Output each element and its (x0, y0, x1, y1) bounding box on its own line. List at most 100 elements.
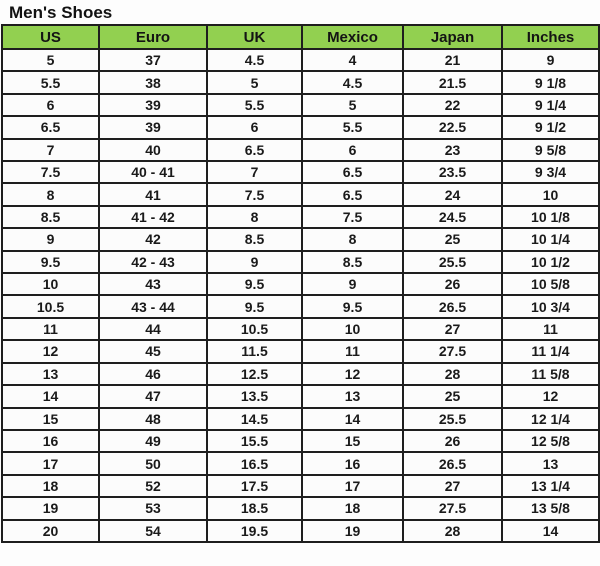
column-header-uk: UK (206, 24, 303, 50)
table-row: 15 48 14.5 14 25.5 12 1/4 (1, 406, 600, 431)
cell-euro: 44 (98, 316, 208, 342)
cell-euro: 53 (98, 496, 208, 521)
table-row: 5 37 4.5 4 21 9 (1, 47, 600, 73)
cell-inches: 10 5/8 (501, 272, 600, 297)
cell-uk: 8 (206, 204, 303, 230)
cell-euro: 37 (98, 47, 208, 73)
cell-euro: 41 (98, 182, 208, 207)
cell-euro: 42 - 43 (98, 249, 208, 275)
cell-uk: 10.5 (206, 316, 303, 342)
table-row: 9 42 8.5 8 25 10 1/4 (1, 227, 600, 252)
cell-inches: 13 1/4 (501, 473, 600, 499)
cell-uk: 8.5 (206, 227, 303, 252)
header-row: US Euro UK Mexico Japan Inches (1, 24, 600, 50)
cell-japan: 28 (402, 361, 503, 387)
cell-uk: 14.5 (206, 406, 303, 431)
cell-euro: 39 (98, 115, 208, 140)
cell-japan: 23 (402, 137, 503, 163)
table-row: 20 54 19.5 19 28 14 (1, 518, 600, 544)
cell-mexico: 14 (301, 406, 404, 431)
column-header-euro: Euro (98, 24, 208, 50)
table-row: 9.5 42 - 43 9 8.5 25.5 10 1/2 (1, 249, 600, 275)
cell-us: 8.5 (1, 204, 100, 230)
cell-mexico: 11 (301, 339, 404, 364)
table-row: 12 45 11.5 11 27.5 11 1/4 (1, 339, 600, 364)
table-row: 11 44 10.5 10 27 11 (1, 316, 600, 342)
cell-euro: 43 - 44 (98, 294, 208, 319)
table-row: 8 41 7.5 6.5 24 10 (1, 182, 600, 207)
cell-mexico: 4.5 (301, 70, 404, 95)
cell-euro: 39 (98, 92, 208, 118)
table-row: 7.5 40 - 41 7 6.5 23.5 9 3/4 (1, 160, 600, 185)
cell-mexico: 13 (301, 384, 404, 409)
cell-japan: 21.5 (402, 70, 503, 95)
cell-japan: 26.5 (402, 294, 503, 319)
cell-uk: 16.5 (206, 451, 303, 476)
cell-japan: 21 (402, 47, 503, 73)
cell-euro: 48 (98, 406, 208, 431)
cell-japan: 27 (402, 316, 503, 342)
cell-euro: 42 (98, 227, 208, 252)
table-row: 8.5 41 - 42 8 7.5 24.5 10 1/8 (1, 204, 600, 230)
cell-inches: 11 1/4 (501, 339, 600, 364)
cell-mexico: 12 (301, 361, 404, 387)
cell-mexico: 17 (301, 473, 404, 499)
cell-us: 6 (1, 92, 100, 118)
cell-euro: 38 (98, 70, 208, 95)
cell-us: 16 (1, 428, 100, 454)
cell-uk: 9.5 (206, 272, 303, 297)
cell-inches: 9 3/4 (501, 160, 600, 185)
cell-inches: 12 1/4 (501, 406, 600, 431)
cell-mexico: 10 (301, 316, 404, 342)
cell-mexico: 7.5 (301, 204, 404, 230)
cell-us: 11 (1, 316, 100, 342)
cell-euro: 40 - 41 (98, 160, 208, 185)
cell-mexico: 5.5 (301, 115, 404, 140)
cell-us: 7.5 (1, 160, 100, 185)
cell-japan: 25 (402, 227, 503, 252)
cell-uk: 6.5 (206, 137, 303, 163)
cell-us: 19 (1, 496, 100, 521)
cell-mexico: 18 (301, 496, 404, 521)
column-header-inches: Inches (501, 24, 600, 50)
cell-us: 14 (1, 384, 100, 409)
cell-mexico: 8.5 (301, 249, 404, 275)
cell-uk: 18.5 (206, 496, 303, 521)
table-row: 13 46 12.5 12 28 11 5/8 (1, 361, 600, 387)
cell-japan: 26 (402, 428, 503, 454)
cell-inches: 9 (501, 47, 600, 73)
cell-uk: 5.5 (206, 92, 303, 118)
cell-inches: 9 1/2 (501, 115, 600, 140)
cell-us: 7 (1, 137, 100, 163)
cell-uk: 19.5 (206, 518, 303, 544)
table-row: 19 53 18.5 18 27.5 13 5/8 (1, 496, 600, 521)
cell-euro: 47 (98, 384, 208, 409)
cell-inches: 13 (501, 451, 600, 476)
cell-us: 15 (1, 406, 100, 431)
cell-inches: 10 1/2 (501, 249, 600, 275)
cell-mexico: 19 (301, 518, 404, 544)
cell-inches: 10 3/4 (501, 294, 600, 319)
cell-inches: 12 (501, 384, 600, 409)
cell-us: 13 (1, 361, 100, 387)
cell-inches: 10 1/4 (501, 227, 600, 252)
cell-inches: 12 5/8 (501, 428, 600, 454)
cell-uk: 9.5 (206, 294, 303, 319)
size-conversion-table: US Euro UK Mexico Japan Inches 5 37 4.5 … (1, 24, 600, 544)
cell-uk: 5 (206, 70, 303, 95)
column-header-mexico: Mexico (301, 24, 404, 50)
cell-japan: 25 (402, 384, 503, 409)
cell-us: 9.5 (1, 249, 100, 275)
cell-mexico: 4 (301, 47, 404, 73)
table-row: 16 49 15.5 15 26 12 5/8 (1, 428, 600, 454)
page-title: Men's Shoes (9, 3, 113, 22)
cell-us: 17 (1, 451, 100, 476)
cell-mexico: 6 (301, 137, 404, 163)
cell-euro: 40 (98, 137, 208, 163)
cell-inches: 14 (501, 518, 600, 544)
cell-euro: 45 (98, 339, 208, 364)
cell-mexico: 8 (301, 227, 404, 252)
column-header-us: US (1, 24, 100, 50)
cell-us: 10.5 (1, 294, 100, 319)
cell-japan: 23.5 (402, 160, 503, 185)
